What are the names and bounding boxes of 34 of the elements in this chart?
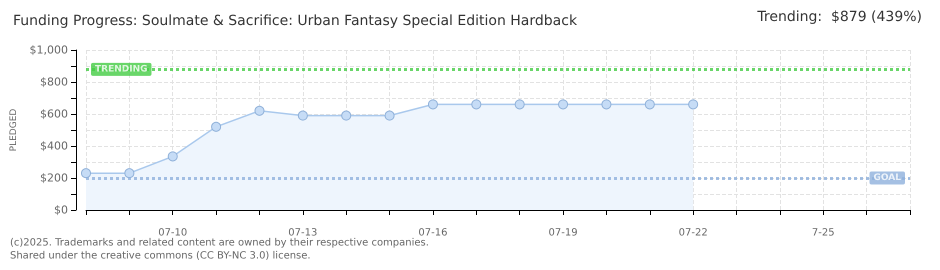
point: [384, 110, 395, 121]
point: [688, 99, 698, 110]
point: [341, 110, 352, 121]
x-tick-label: 07-13: [288, 228, 318, 238]
y-tick-label: $1,000: [30, 44, 68, 56]
point: [601, 99, 612, 110]
y-tick-label: $400: [40, 140, 68, 152]
chart-title: Funding Progress: Soulmate & Sacrifice: Urban Fantasy Special Edition Hardback: [13, 13, 578, 29]
text: Shared under the creative commons (CC BY-NC 3.0) license.: [10, 250, 311, 262]
x-tick-label: 07-19: [548, 228, 578, 238]
point: [514, 99, 525, 110]
point: [428, 99, 438, 110]
point: [81, 168, 91, 178]
point: [644, 99, 655, 110]
y-tick-label: $600: [40, 108, 68, 120]
point: [168, 151, 178, 162]
point: [124, 168, 134, 178]
y-tick-label: $800: [40, 76, 68, 88]
x-tick-label: 7-25: [812, 228, 835, 238]
text: (c)2025. Trademarks and related content are owned by their respective companies.: [10, 238, 429, 248]
ref-line-label: GOAL: [874, 173, 902, 183]
y-axis-title: PLEDGED: [9, 108, 20, 152]
x-tick-label: 07-10: [158, 228, 188, 238]
point: [471, 99, 482, 110]
point: [211, 122, 222, 132]
text: Trending: $879 (439%): [756, 9, 922, 25]
x-tick-label: 07-22: [678, 228, 708, 238]
point: [254, 106, 264, 116]
y-tick-label: $200: [40, 172, 68, 184]
ref-line-label: TRENDING: [95, 64, 148, 74]
x-tick-label: 07-16: [418, 228, 448, 238]
point: [558, 99, 568, 110]
point: [298, 110, 308, 121]
y-tick-label: $0: [54, 204, 68, 216]
